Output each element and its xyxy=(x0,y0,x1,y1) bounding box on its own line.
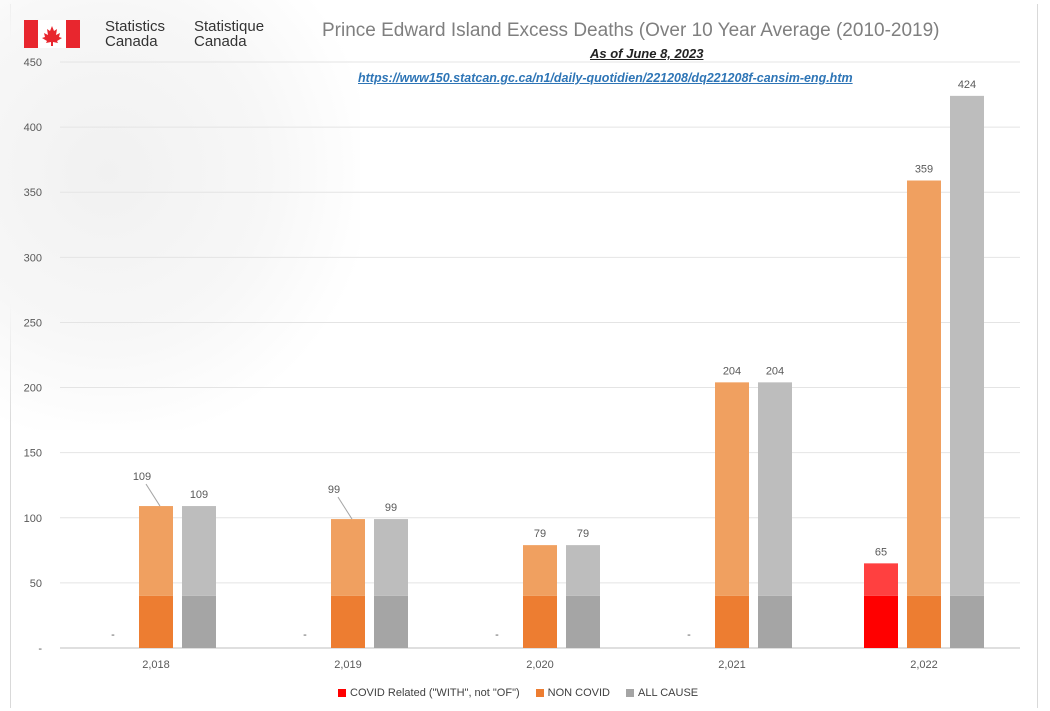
x-tick-label: 2,018 xyxy=(142,659,170,671)
background-watermark xyxy=(0,0,360,430)
bar-base xyxy=(715,595,749,648)
bar-base xyxy=(139,595,173,648)
source-link[interactable]: https://www150.statcan.gc.ca/n1/daily-qu… xyxy=(358,71,853,85)
bar-top xyxy=(566,545,600,596)
chart-title: Prince Edward Island Excess Deaths (Over… xyxy=(322,20,940,41)
bar-top xyxy=(523,545,557,596)
x-tick-label: 2,020 xyxy=(526,659,554,671)
y-tick-label: 400 xyxy=(24,122,42,134)
bar-base xyxy=(864,595,898,648)
y-tick-label: 450 xyxy=(24,57,42,69)
y-tick-label: 200 xyxy=(24,383,42,395)
bar-top xyxy=(907,180,941,596)
data-label: - xyxy=(111,629,115,641)
brand-french: Statistique Canada xyxy=(194,19,264,49)
bar-base xyxy=(182,595,216,648)
data-label: 109 xyxy=(190,489,208,501)
bar-top xyxy=(182,506,216,596)
bar-base xyxy=(758,595,792,648)
y-tick-label: 300 xyxy=(24,252,42,264)
bar-base xyxy=(331,595,365,648)
bar-top xyxy=(758,382,792,596)
y-tick-label: - xyxy=(38,643,42,655)
y-tick-label: 50 xyxy=(30,578,42,590)
chart-subtitle: As of June 8, 2023 xyxy=(590,46,704,61)
x-tick-label: 2,022 xyxy=(910,659,938,671)
bar-top xyxy=(950,95,984,596)
canada-flag-icon xyxy=(24,20,80,48)
brand-english-line1: Statistics xyxy=(105,18,166,35)
legend-swatch-non-covid xyxy=(535,689,544,697)
legend-label-covid: COVID Related ("WITH", not "OF") xyxy=(350,687,520,699)
data-label: 204 xyxy=(766,365,784,377)
data-label: - xyxy=(495,629,499,641)
brand-english-line2: Canada xyxy=(105,33,158,50)
data-label: 359 xyxy=(915,164,933,176)
data-label-leader xyxy=(145,483,161,507)
x-tick-label: 2,021 xyxy=(718,659,746,671)
data-label: 99 xyxy=(385,502,397,514)
bar-top xyxy=(139,506,173,596)
data-label: - xyxy=(303,629,307,641)
bar-base xyxy=(950,595,984,648)
bar-top xyxy=(374,519,408,596)
legend-item-all-cause: ALL CAUSE xyxy=(626,687,698,699)
legend-swatch-covid xyxy=(338,689,346,697)
data-label-leader xyxy=(337,496,353,520)
legend-label-non-covid: NON COVID xyxy=(547,687,610,699)
y-tick-label: 350 xyxy=(24,187,42,199)
y-tick-label: 150 xyxy=(24,448,42,460)
brand-french-line1: Statistique xyxy=(194,18,265,35)
brand-english: Statistics Canada xyxy=(105,19,165,49)
y-tick-label: 250 xyxy=(24,317,42,329)
bar-base xyxy=(566,595,600,648)
data-label: 65 xyxy=(875,546,887,558)
data-label: 424 xyxy=(958,79,976,91)
chart-legend: COVID Related ("WITH", not "OF") NON COV… xyxy=(338,687,698,699)
legend-label-all-cause: ALL CAUSE xyxy=(638,687,699,699)
brand-french-line2: Canada xyxy=(194,33,247,50)
bar-top xyxy=(331,519,365,596)
legend-item-covid: COVID Related ("WITH", not "OF") xyxy=(338,687,520,699)
x-tick-label: 2,019 xyxy=(334,659,362,671)
legend-swatch-all-cause xyxy=(626,689,634,697)
data-label: 79 xyxy=(577,528,589,540)
data-label: 109 xyxy=(133,471,151,483)
data-label: 79 xyxy=(534,528,546,540)
bar-base xyxy=(523,595,557,648)
bar-top xyxy=(715,382,749,596)
legend-item-non-covid: NON COVID xyxy=(535,687,610,699)
y-tick-label: 100 xyxy=(24,513,42,525)
bar-base xyxy=(907,595,941,648)
bar-base xyxy=(374,595,408,648)
data-label: - xyxy=(687,629,691,641)
data-label: 99 xyxy=(328,484,340,496)
data-label: 204 xyxy=(723,365,741,377)
bar-top xyxy=(864,563,898,596)
